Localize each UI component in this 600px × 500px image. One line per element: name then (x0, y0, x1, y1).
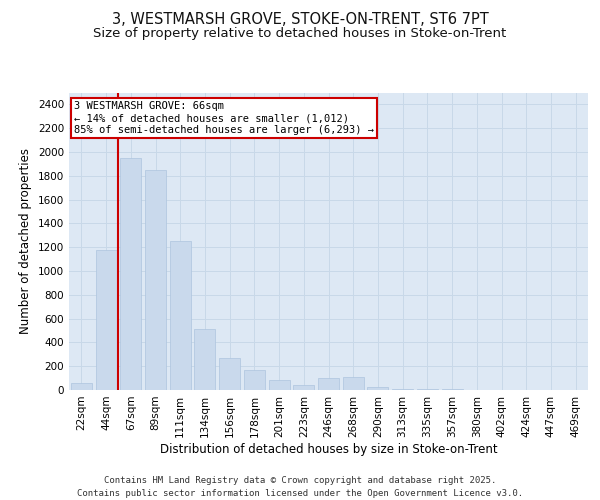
Bar (343, 377, 364, 390)
Bar (170, 242, 191, 390)
X-axis label: Distribution of detached houses by size in Stoke-on-Trent: Distribution of detached houses by size … (160, 442, 497, 456)
Y-axis label: Number of detached properties: Number of detached properties (19, 148, 32, 334)
Bar (293, 385, 314, 390)
Text: Contains HM Land Registry data © Crown copyright and database right 2025.
Contai: Contains HM Land Registry data © Crown c… (77, 476, 523, 498)
Bar (269, 380, 290, 390)
Bar (71, 383, 92, 390)
Bar (145, 170, 166, 390)
Bar (367, 387, 388, 390)
Text: 3 WESTMARSH GROVE: 66sqm
← 14% of detached houses are smaller (1,012)
85% of sem: 3 WESTMARSH GROVE: 66sqm ← 14% of detach… (74, 102, 374, 134)
Text: Size of property relative to detached houses in Stoke-on-Trent: Size of property relative to detached ho… (94, 28, 506, 40)
Bar (392, 389, 413, 390)
Bar (120, 158, 141, 390)
Bar (194, 330, 215, 390)
Bar (95, 250, 116, 390)
Bar (219, 358, 240, 390)
Bar (318, 378, 339, 390)
Text: 3, WESTMARSH GROVE, STOKE-ON-TRENT, ST6 7PT: 3, WESTMARSH GROVE, STOKE-ON-TRENT, ST6 … (112, 12, 488, 28)
Bar (244, 370, 265, 390)
